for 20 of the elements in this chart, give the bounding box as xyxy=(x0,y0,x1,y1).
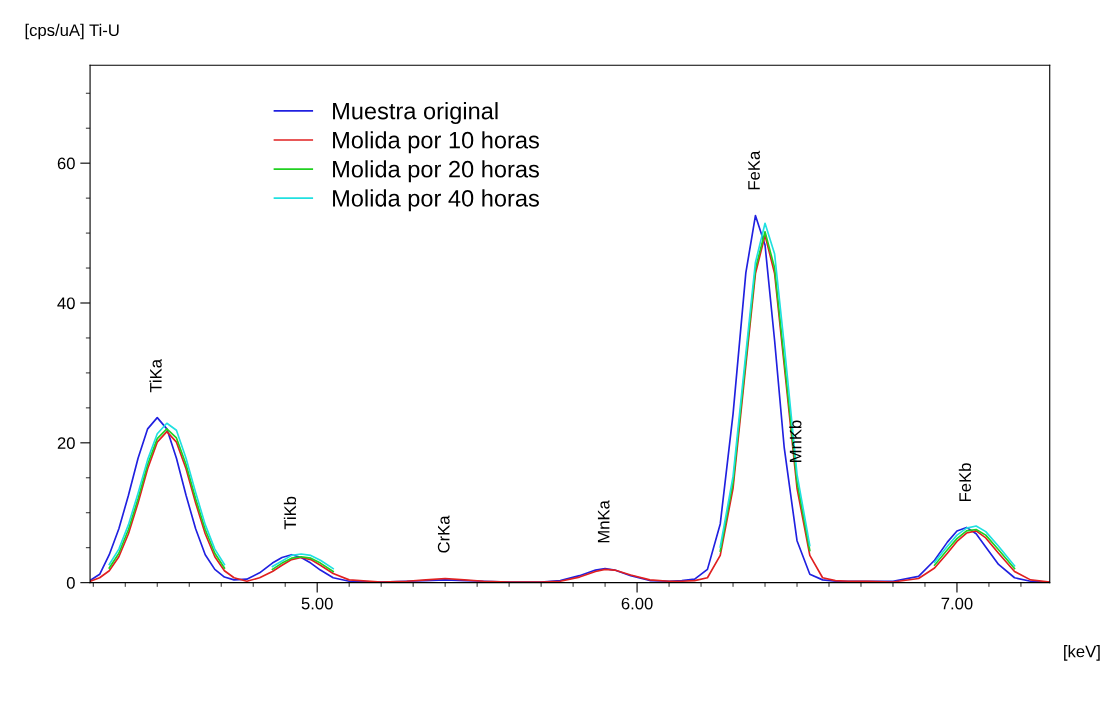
y-tick-label: 40 xyxy=(57,297,75,310)
x-tick-label: 7.00 xyxy=(941,597,973,610)
legend-label: Muestra original xyxy=(333,102,498,125)
x-tick-label: 5.00 xyxy=(301,597,333,610)
y-tick-label: 0 xyxy=(66,577,75,589)
annotation: TiKb xyxy=(283,496,297,530)
annotation: MnKa xyxy=(597,500,610,543)
x-tick-label: 6.00 xyxy=(621,597,653,610)
annotation: FeKb xyxy=(958,463,972,502)
y-tick-label: 60 xyxy=(57,157,75,170)
annotation: CrKa xyxy=(437,515,450,553)
x-axis-title: [keV] xyxy=(1064,645,1100,661)
annotation: MnKb xyxy=(789,420,802,462)
y-tick-label: 20 xyxy=(57,437,75,450)
y-axis-title: [cps/uA] Ti-U xyxy=(25,23,119,40)
annotation: TiKa xyxy=(149,359,162,393)
legend-label: Molida por 40 horas xyxy=(333,189,539,212)
legend-label: Molida por 20 horas xyxy=(333,160,539,183)
annotation: FeKa xyxy=(748,150,760,190)
legend-label: Molida por 10 horas xyxy=(333,131,539,154)
